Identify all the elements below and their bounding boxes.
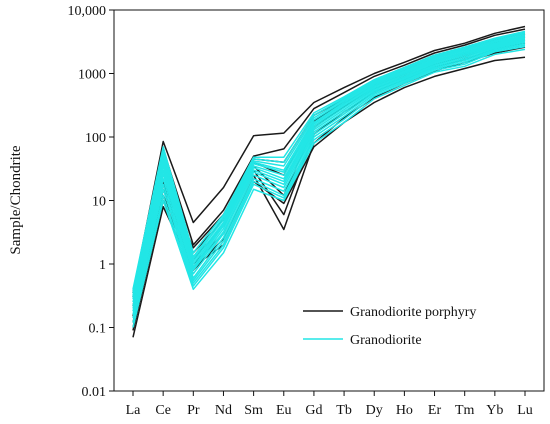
x-tick-label-eu: Eu <box>276 403 292 418</box>
granodiorite-series-line-2 <box>132 31 526 291</box>
x-tick-label-lu: Lu <box>517 403 533 418</box>
series-layer <box>132 25 526 338</box>
x-tick-label-dy: Dy <box>366 403 383 418</box>
granodiorite-series-line-4 <box>132 34 526 296</box>
y-tick-label: 0.01 <box>82 385 107 400</box>
x-tick-label-tb: Tb <box>336 403 352 418</box>
y-tick-label: 10,000 <box>68 4 107 19</box>
porphyry-series-line-8 <box>132 56 526 331</box>
granodiorite-series-line-11 <box>132 42 526 315</box>
y-tick-label: 100 <box>85 131 106 146</box>
legend-label-granodiorite: Granodiorite <box>350 333 422 348</box>
x-tick-label-ce: Ce <box>155 403 171 418</box>
granodiorite-series-line-14 <box>132 48 526 328</box>
x-tick-label-tm: Tm <box>455 403 475 418</box>
x-tick-label-la: La <box>126 403 142 418</box>
granodiorite-series-line-12 <box>132 44 526 319</box>
x-tick-label-er: Er <box>428 403 442 418</box>
porphyry-series-line-7 <box>132 46 526 338</box>
legend: Granodiorite porphyry Granodiorite <box>303 305 476 348</box>
x-tick-label-sm: Sm <box>244 403 263 418</box>
x-axis: La Ce Pr Nd Sm Eu Gd Tb Dy Ho Er Tm Yb Lu <box>126 391 533 418</box>
y-tick-label: 1000 <box>78 68 106 83</box>
porphyry-series-line-2 <box>132 28 526 298</box>
x-tick-label-pr: Pr <box>187 403 200 418</box>
legend-label-granodiorite-porphyry: Granodiorite porphyry <box>350 305 476 320</box>
granodiorite-series-line-6 <box>132 36 526 300</box>
porphyry-series-line-1 <box>132 25 526 294</box>
x-tick-label-nd: Nd <box>215 403 232 418</box>
x-tick-label-gd: Gd <box>305 403 322 418</box>
y-axis-title: Sample/Chondrite <box>8 145 24 254</box>
granodiorite-series-line-8 <box>132 39 526 306</box>
y-tick-label: 1 <box>99 258 106 273</box>
granodiorite-series-line-3 <box>132 33 526 294</box>
granodiorite-series-line-7 <box>132 37 526 303</box>
y-tick-label: 0.1 <box>89 322 107 337</box>
y-tick-label: 10 <box>92 195 106 210</box>
y-axis: 0.01 0.1 1 10 100 1000 10,000 <box>68 4 114 400</box>
x-tick-label-yb: Yb <box>486 403 503 418</box>
granodiorite-series-line-5 <box>132 35 526 298</box>
granodiorite-series-line-9 <box>132 40 526 309</box>
x-tick-label-ho: Ho <box>396 403 413 418</box>
granodiorite-series-line-1 <box>132 30 526 290</box>
granodiorite-series-line-13 <box>132 45 526 323</box>
granodiorite-series-line-10 <box>132 41 526 312</box>
